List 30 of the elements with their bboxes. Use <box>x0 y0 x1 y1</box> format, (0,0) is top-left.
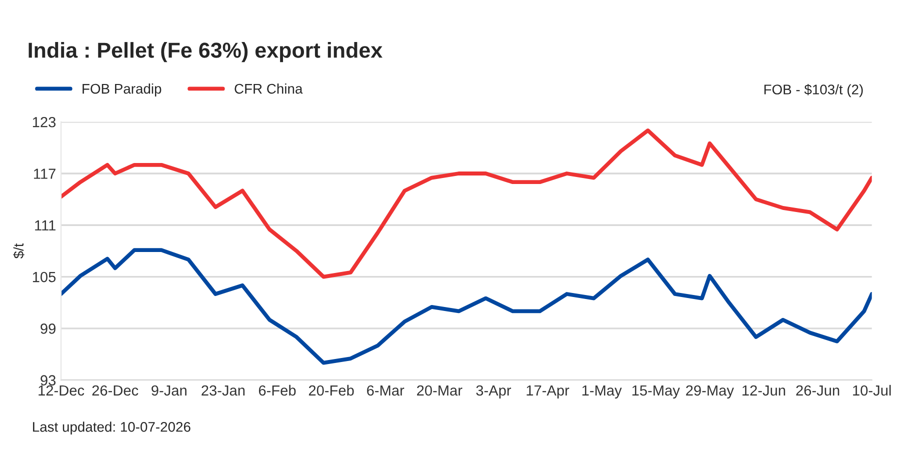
x-tick-label: 12-Jun <box>742 385 786 396</box>
y-tick-label: 117 <box>34 168 56 179</box>
y-tick-label: 111 <box>35 220 56 230</box>
x-tick-label: 12-Dec <box>38 385 84 396</box>
x-tick-label: 29-May <box>686 385 734 399</box>
y-tick-label: 123 <box>32 116 56 128</box>
x-tick-label: 15-May <box>632 385 680 399</box>
x-tick-label: 9-Jan <box>152 385 186 396</box>
x-tick-label: 26-Jun <box>796 385 840 396</box>
line-series <box>61 248 872 365</box>
x-tick-label: 1-May <box>582 385 622 399</box>
text: FOB - $103/t (2) <box>764 84 863 98</box>
y-tick-label: 105 <box>32 272 56 282</box>
x-tick-label: 6-Feb <box>258 384 296 396</box>
x-tick-label: 10-Jul <box>853 384 891 396</box>
x-tick-label: 17-Apr <box>526 385 570 399</box>
x-tick-label: 20-Mar <box>417 385 462 396</box>
x-tick-label: 20-Feb <box>308 384 354 396</box>
legend-label: CFR China <box>234 84 303 94</box>
x-tick-label: 26-Dec <box>92 385 138 396</box>
y-tick-label: 99 <box>40 324 56 334</box>
legend-label: FOB Paradip <box>82 84 162 96</box>
x-tick-label: 23-Jan <box>202 385 245 396</box>
y-tick-label: 93 <box>40 375 56 386</box>
y-axis-title: $/t <box>13 243 24 259</box>
x-tick-label: 3-Apr <box>476 385 512 399</box>
text: Last updated: 10-07-2026 <box>33 422 190 435</box>
x-tick-label: 6-Mar <box>367 385 404 396</box>
line-series <box>61 128 872 279</box>
chart-title: India : Pellet (Fe 63%) export index <box>28 42 382 62</box>
